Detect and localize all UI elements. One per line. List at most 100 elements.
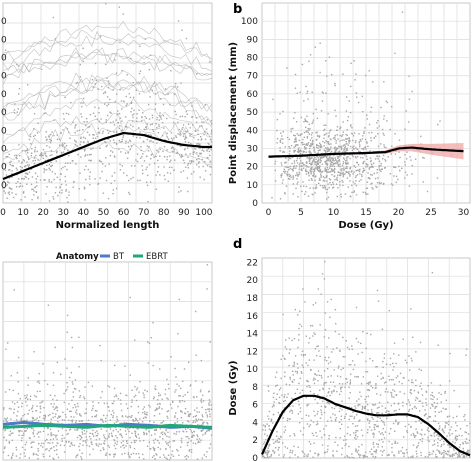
data-point: [310, 134, 313, 136]
data-point: [282, 179, 284, 181]
data-point: [119, 422, 121, 425]
data-point: [169, 172, 172, 174]
data-point: [314, 373, 316, 376]
data-point: [146, 445, 149, 447]
data-point: [312, 456, 314, 458]
data-point: [154, 458, 156, 460]
data-point: [411, 379, 413, 381]
data-point: [164, 393, 166, 395]
data-point: [78, 188, 80, 190]
data-point: [105, 454, 107, 456]
data-point: [283, 410, 286, 413]
data-point: [334, 84, 336, 87]
data-point: [45, 193, 47, 195]
trajectory-line: [2, 48, 213, 85]
data-point: [296, 121, 298, 123]
data-point: [175, 433, 177, 435]
data-point: [156, 116, 158, 119]
data-point: [338, 159, 340, 161]
data-point: [155, 409, 157, 411]
data-point: [345, 171, 347, 173]
data-point: [434, 406, 437, 408]
data-point: [29, 395, 32, 397]
data-point: [211, 408, 213, 410]
data-point: [88, 175, 91, 178]
data-point: [146, 411, 148, 414]
data-point: [341, 135, 343, 137]
data-point: [39, 406, 41, 408]
data-point: [325, 159, 328, 162]
data-point: [63, 419, 66, 421]
data-point: [110, 121, 112, 124]
data-point: [458, 446, 461, 448]
data-point: [364, 127, 366, 129]
data-point: [44, 112, 47, 114]
data-point: [97, 402, 100, 404]
data-point: [56, 176, 59, 178]
data-point: [42, 430, 45, 432]
data-point: [288, 352, 290, 354]
data-point: [136, 160, 139, 163]
data-point: [157, 171, 159, 173]
data-point: [28, 457, 30, 459]
data-point: [301, 63, 304, 66]
data-point: [356, 174, 359, 176]
data-point: [292, 183, 295, 185]
data-point: [309, 147, 311, 150]
data-point: [329, 160, 332, 162]
data-point: [43, 168, 45, 170]
data-point: [126, 416, 129, 418]
data-point: [324, 451, 327, 453]
data-point: [383, 357, 385, 359]
data-point: [323, 187, 325, 189]
data-point: [278, 454, 280, 456]
data-point: [208, 410, 210, 412]
data-point: [284, 192, 286, 194]
data-point: [284, 358, 286, 360]
data-point: [138, 109, 140, 111]
data-point: [327, 113, 329, 115]
data-point: [36, 185, 38, 187]
data-point: [325, 163, 327, 165]
data-point: [316, 131, 318, 133]
data-point: [287, 393, 289, 395]
data-point: [114, 453, 116, 455]
data-point: [153, 421, 155, 423]
data-point: [10, 408, 12, 410]
data-point: [209, 443, 212, 445]
data-point: [339, 437, 341, 439]
data-point: [378, 406, 380, 408]
data-point: [12, 452, 14, 455]
data-point: [66, 168, 68, 171]
data-point: [142, 408, 144, 410]
data-point: [386, 454, 389, 457]
data-point: [357, 353, 359, 355]
data-point: [116, 441, 119, 443]
data-point: [45, 154, 47, 157]
data-point: [45, 169, 48, 171]
data-point: [69, 137, 71, 139]
data-point: [366, 158, 368, 160]
y-tick-label: 18: [247, 294, 259, 304]
data-point: [300, 354, 303, 356]
data-point: [386, 417, 388, 420]
data-point: [107, 406, 109, 408]
data-point: [285, 157, 287, 159]
data-point: [28, 158, 30, 160]
data-point: [355, 170, 357, 172]
data-point: [187, 190, 189, 193]
data-point: [343, 139, 345, 141]
data-point: [148, 118, 151, 120]
data-point: [115, 187, 118, 190]
data-point: [60, 168, 63, 170]
data-point: [169, 446, 171, 448]
data-point: [325, 140, 327, 142]
data-point: [136, 120, 138, 122]
data-point: [100, 160, 103, 163]
data-point: [370, 453, 372, 455]
data-point: [341, 168, 343, 170]
data-point: [445, 399, 447, 401]
data-point: [187, 123, 190, 125]
data-point: [278, 446, 280, 449]
data-point: [121, 70, 123, 72]
